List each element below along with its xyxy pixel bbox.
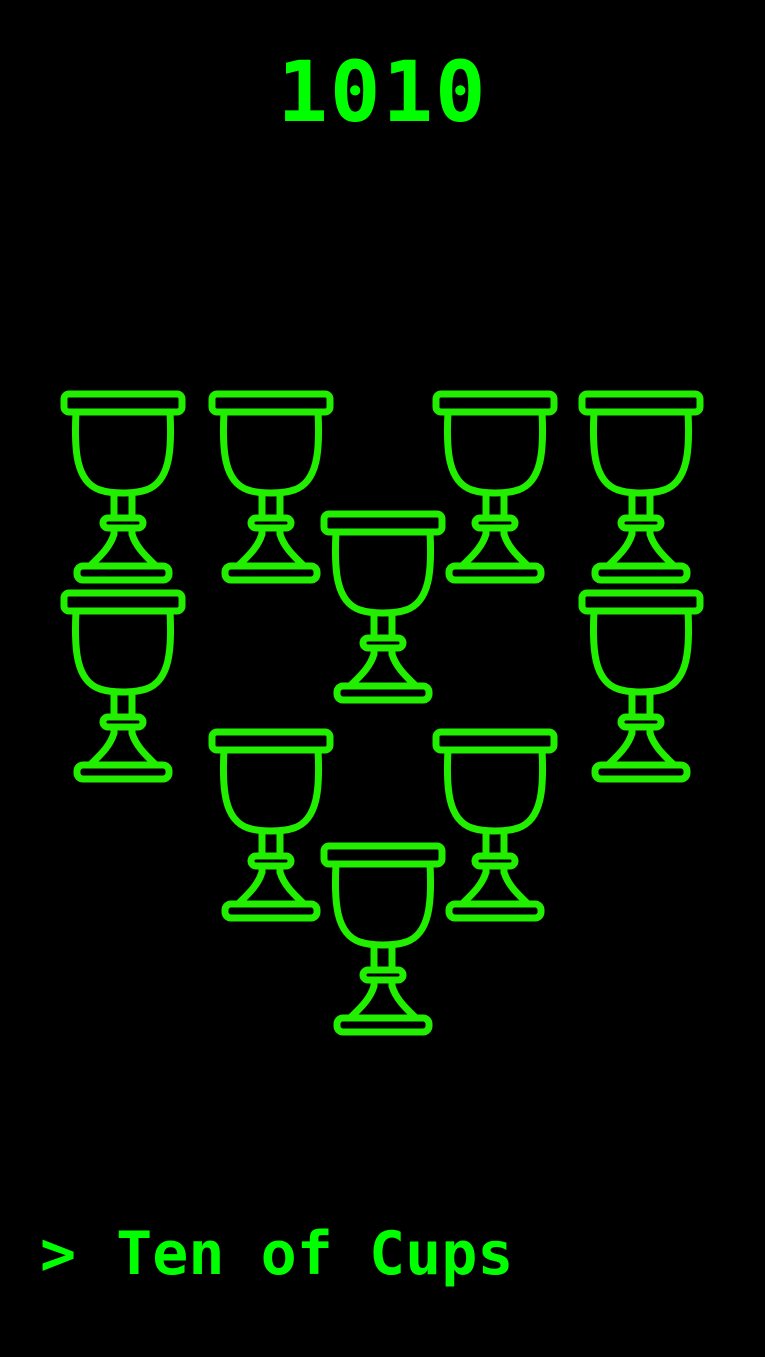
cup-icon xyxy=(60,589,186,785)
card-name-line: > Ten of Cups xyxy=(40,1224,513,1284)
card-name: Ten of Cups xyxy=(116,1219,514,1289)
cup-icon xyxy=(320,842,446,1038)
cup-icon xyxy=(60,390,186,586)
cup-icon xyxy=(320,510,446,706)
cup-icon xyxy=(432,728,558,924)
cup-icon xyxy=(432,390,558,586)
cup-icon xyxy=(208,728,334,924)
prompt-symbol: > xyxy=(40,1219,77,1289)
cup-icon xyxy=(208,390,334,586)
cup-icon xyxy=(578,589,704,785)
cup-icon xyxy=(578,390,704,586)
card-number: 1010 xyxy=(277,43,488,141)
